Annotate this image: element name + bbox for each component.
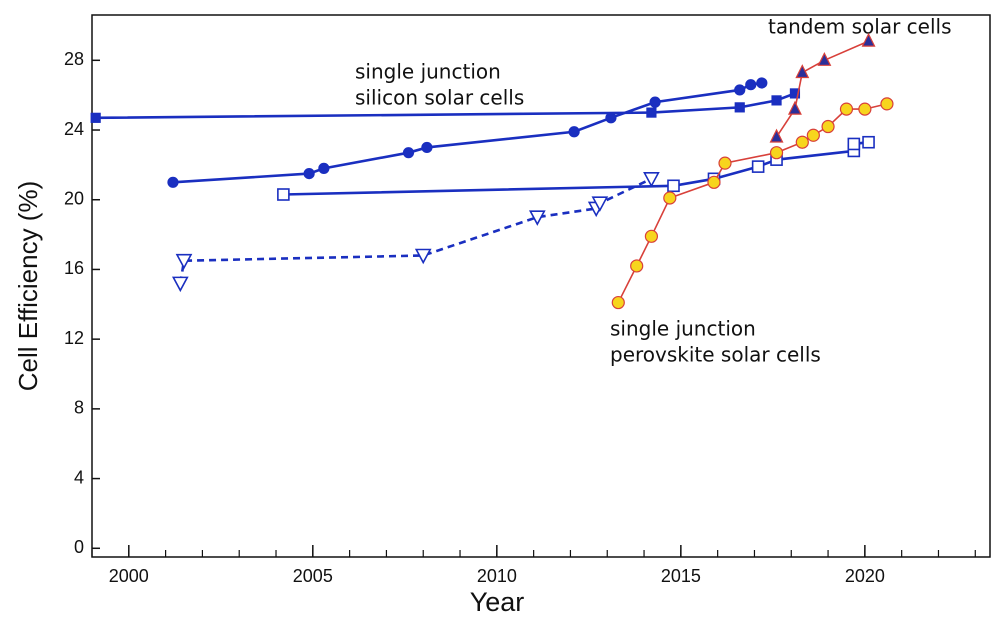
marker (745, 79, 757, 91)
x-tick-label: 2020 (845, 566, 885, 586)
marker (402, 147, 415, 159)
marker (787, 100, 802, 115)
y-tick-label: 24 (64, 119, 84, 139)
y-axis-title: Cell Efficiency (%) (13, 181, 43, 391)
marker (771, 95, 782, 106)
series-line (179, 177, 652, 284)
marker (734, 102, 745, 113)
marker (769, 146, 784, 160)
marker (175, 253, 193, 270)
marker (414, 248, 432, 265)
marker (663, 191, 677, 205)
marker (795, 135, 809, 149)
marker (718, 156, 732, 170)
y-tick-label: 28 (64, 49, 84, 69)
marker (167, 176, 179, 188)
marker (591, 196, 609, 212)
marker (769, 128, 784, 143)
marker (605, 112, 617, 124)
marker (847, 137, 861, 151)
annotation: single junction (610, 317, 756, 341)
x-tick-label: 2010 (477, 566, 517, 586)
y-tick-label: 4 (74, 467, 84, 487)
y-tick-label: 20 (64, 188, 84, 208)
marker (734, 84, 746, 96)
annotation: perovskite solar cells (610, 343, 821, 367)
marker (667, 179, 680, 193)
marker (421, 141, 433, 154)
marker (528, 210, 546, 226)
marker (858, 102, 872, 116)
plot-frame (91, 14, 991, 558)
x-tick-label: 2015 (661, 566, 701, 586)
series-line (617, 103, 888, 303)
marker (630, 259, 644, 273)
marker (644, 229, 659, 243)
annotation: single junction (355, 60, 501, 84)
marker (303, 167, 315, 180)
marker (646, 107, 657, 118)
annotation: silicon solar cells (355, 86, 524, 110)
marker (611, 295, 625, 310)
marker (862, 135, 875, 149)
marker (318, 162, 330, 174)
x-tick-label: 2000 (109, 566, 149, 586)
marker (568, 126, 580, 138)
marker (839, 102, 854, 116)
marker (707, 175, 721, 189)
marker (861, 32, 876, 47)
marker (649, 96, 661, 108)
marker (821, 119, 835, 134)
x-axis-title: Year (470, 587, 525, 617)
marker (756, 77, 768, 89)
y-tick-label: 0 (74, 537, 84, 557)
y-tick-label: 16 (64, 258, 84, 278)
marker (795, 64, 810, 79)
marker (643, 172, 660, 188)
marker (806, 128, 820, 142)
marker (171, 276, 189, 293)
y-tick-label: 8 (74, 398, 84, 418)
y-tick-label: 12 (64, 328, 84, 348)
marker (751, 160, 765, 173)
x-tick-label: 2005 (293, 566, 333, 586)
marker (277, 188, 290, 201)
marker (90, 112, 101, 123)
marker (880, 97, 894, 111)
annotation: tandem solar cells (768, 15, 952, 39)
marker (789, 88, 801, 99)
marker (817, 51, 832, 66)
